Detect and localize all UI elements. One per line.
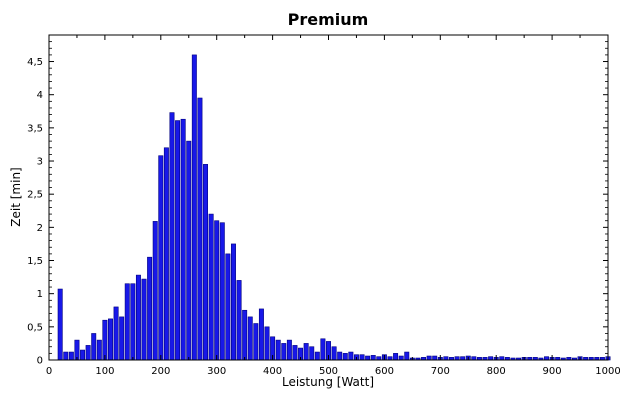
bar [292,345,298,361]
bar [135,274,141,361]
plot-frame [48,34,609,361]
bar [398,355,404,361]
bar [393,353,399,361]
bar [175,120,181,361]
bar [359,354,365,361]
y-tick-label: 1 [37,289,43,300]
bar [169,112,175,361]
bar [180,118,186,361]
y-tick-label: 0 [37,356,43,367]
bar [152,221,158,361]
bar [242,309,248,361]
bar [141,278,147,361]
chart-title: Premium [288,10,369,29]
x-tick-label: 500 [319,366,338,377]
bar [219,222,225,361]
x-tick-label: 100 [95,366,114,377]
bar [370,355,376,361]
y-tick-label: 3,5 [27,123,43,134]
bar [286,339,292,361]
bar [96,339,102,361]
bar [225,253,231,361]
y-tick-label: 0,5 [27,322,43,333]
bar [85,345,91,361]
bar [147,256,153,361]
bar [108,318,113,361]
bar [186,140,192,361]
bar [191,54,197,361]
y-tick-label: 4,5 [27,57,43,68]
y-tick-label: 2,5 [27,190,43,201]
bar [163,147,169,361]
bar [57,288,63,361]
bar [113,306,119,361]
bar [275,339,281,361]
bar [247,316,253,361]
x-axis-label: Leistung [Watt] [282,375,374,389]
x-tick-label: 700 [431,366,450,377]
x-tick-label: 600 [375,366,394,377]
bar [365,355,371,361]
bar [337,351,343,361]
bar [203,164,208,361]
bar [426,355,432,361]
y-axis-label: Zeit [min] [9,167,23,226]
bar [258,308,264,361]
y-axis: 0 0,5 1 1,5 2 2,5 3 3,5 4 4,5 [27,34,608,367]
bars-group [57,54,611,361]
bar [281,343,287,361]
y-tick-label: 2 [37,223,43,234]
bar [236,280,242,361]
bar [91,333,97,361]
bar [63,351,69,361]
x-tick-label: 1000 [595,366,620,377]
bar [342,353,348,361]
bar [80,349,86,361]
bar [253,323,259,361]
bar [102,319,108,361]
bar [197,97,203,361]
bar [124,283,130,361]
x-tick-label: 300 [207,366,226,377]
bar [404,351,410,361]
y-tick-label: 4 [37,90,43,101]
bar [314,351,320,361]
x-tick-label: 400 [263,366,282,377]
bar [264,326,270,361]
x-tick-label: 800 [487,366,506,377]
bar [208,213,214,361]
bar [68,351,74,361]
x-tick-label: 0 [46,366,52,377]
bar [158,155,164,361]
bar [130,283,136,361]
bar [230,243,236,361]
y-tick-label: 3 [37,157,43,168]
bar [119,316,125,361]
bar [214,220,220,361]
x-axis: 0 100 200 300 400 500 600 700 800 900 1000 [46,35,620,377]
bar [348,351,354,361]
bar [320,338,326,361]
bar [309,346,315,361]
y-tick-label: 1,5 [27,256,43,267]
bar [331,346,337,361]
bar [303,343,309,361]
bar [432,355,438,361]
x-tick-label: 200 [151,366,170,377]
x-tick-label: 900 [543,366,562,377]
